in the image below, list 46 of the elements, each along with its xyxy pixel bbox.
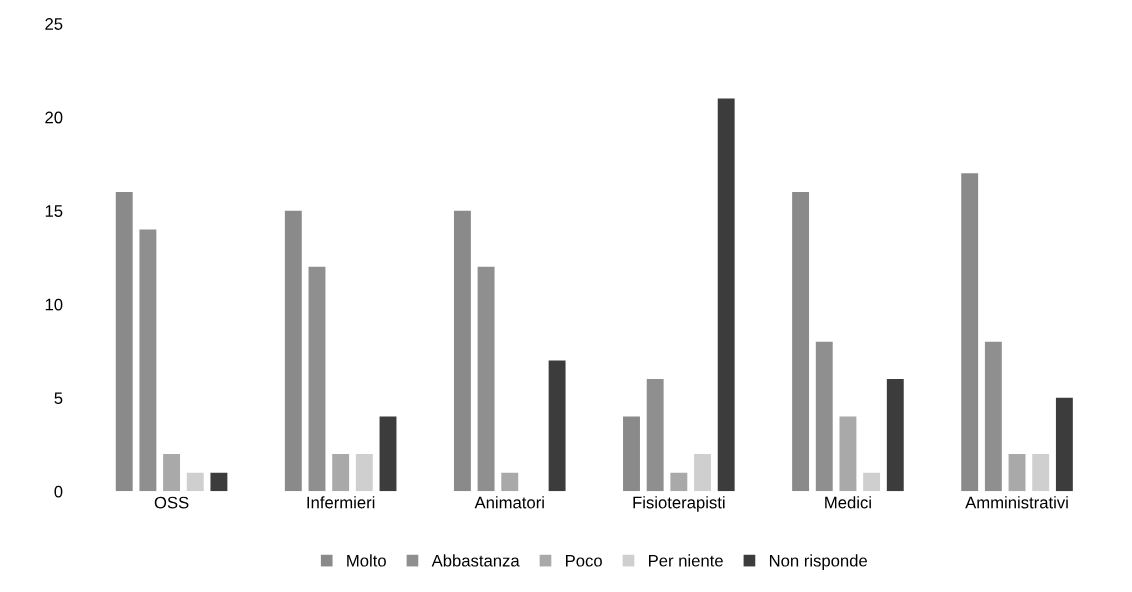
x-tick-label: Infermieri (307, 496, 375, 509)
bar (501, 472, 519, 492)
bar (308, 266, 326, 492)
bar (115, 192, 133, 492)
bar (984, 341, 1002, 492)
bar (332, 453, 350, 492)
legend-label: Per niente (649, 554, 723, 567)
bar (623, 416, 640, 492)
bar (961, 173, 979, 492)
bar (163, 453, 181, 492)
x-tick-label: OSS (154, 496, 189, 509)
bar (717, 98, 735, 492)
legend-label: Poco (566, 554, 602, 567)
bar (379, 416, 397, 492)
bar (815, 341, 833, 492)
y-tick-label: 5 (54, 392, 63, 405)
bar (670, 472, 688, 492)
bar (210, 472, 228, 492)
bar (477, 266, 495, 492)
bar (1055, 397, 1073, 492)
legend-label: Molto (347, 554, 386, 567)
bar (453, 210, 471, 492)
bar (863, 472, 881, 492)
bar (548, 360, 566, 492)
bar (646, 379, 664, 492)
bar (355, 453, 373, 492)
legend-label: Non risponde (769, 554, 867, 570)
y-tick-label: 20 (45, 111, 63, 124)
bar (186, 472, 204, 492)
y-tick-label: 15 (45, 205, 63, 217)
x-tick-label: Fisioterapisti (633, 496, 725, 512)
bar (1032, 453, 1050, 492)
x-tick-label: Animatori (474, 496, 544, 509)
x-tick-label: Amministrativi (965, 496, 1068, 509)
bar (792, 192, 810, 492)
legend-label: Abbastanza (431, 554, 520, 567)
bar (284, 210, 302, 492)
bar (1008, 453, 1026, 492)
y-tick-label: 0 (54, 485, 63, 498)
bar (839, 416, 857, 492)
y-tick-label: 10 (45, 298, 63, 311)
x-tick-label: Medici (825, 496, 871, 509)
bar (886, 379, 904, 492)
bar (694, 453, 711, 492)
y-tick-label: 25 (45, 18, 63, 30)
bar (139, 229, 157, 492)
